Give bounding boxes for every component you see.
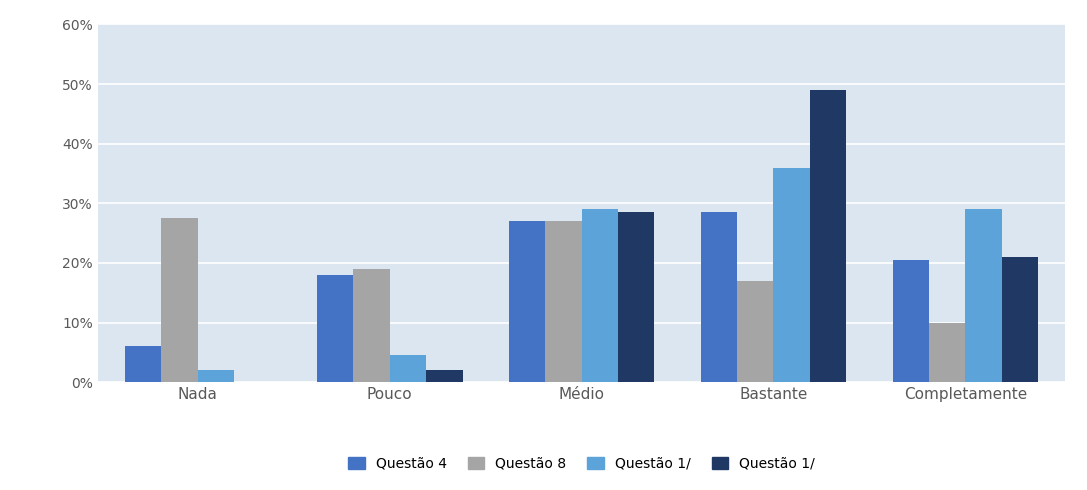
Bar: [426, 370, 463, 382]
Bar: [316, 275, 353, 382]
Bar: [965, 209, 1002, 382]
Bar: [619, 212, 654, 382]
Bar: [125, 346, 161, 382]
Bar: [774, 168, 810, 382]
Bar: [929, 322, 965, 382]
Bar: [700, 212, 737, 382]
Bar: [545, 221, 582, 382]
Bar: [353, 269, 389, 382]
Bar: [161, 218, 198, 382]
Bar: [198, 370, 234, 382]
Legend: Questão 4, Questão 8, Questão 1/, Questão 1/: Questão 4, Questão 8, Questão 1/, Questã…: [341, 450, 822, 478]
Bar: [1002, 257, 1038, 382]
Bar: [509, 221, 545, 382]
Bar: [737, 281, 774, 382]
Bar: [810, 90, 847, 382]
Bar: [582, 209, 619, 382]
Bar: [389, 355, 426, 382]
Bar: [892, 260, 929, 382]
